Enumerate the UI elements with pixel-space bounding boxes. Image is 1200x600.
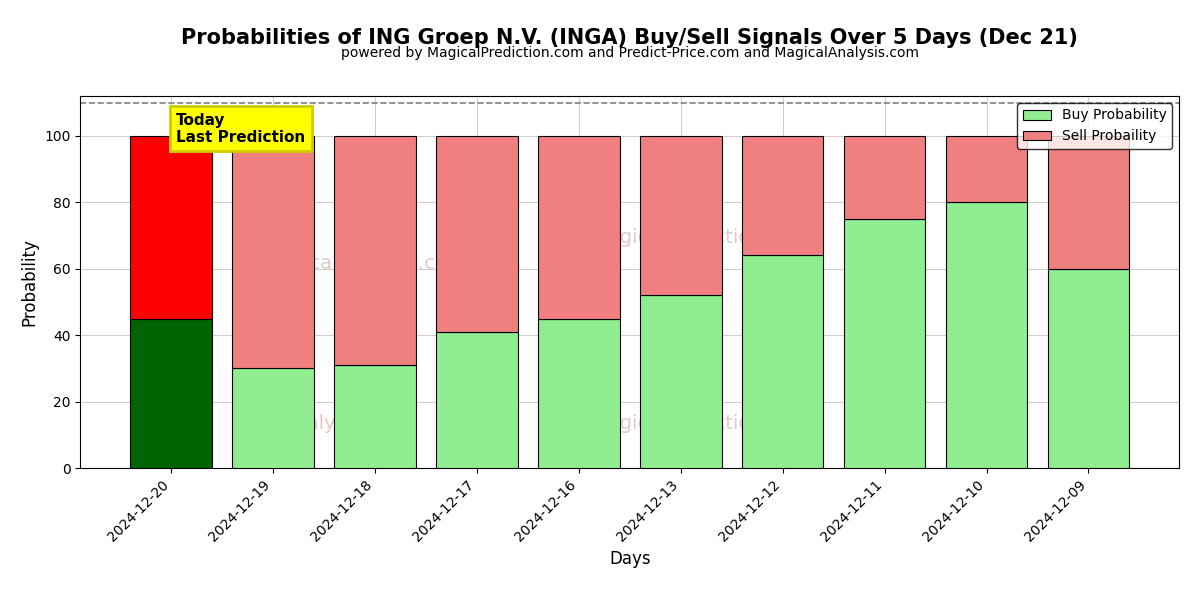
Bar: [1048, 136, 1129, 269]
Bar: [844, 219, 925, 468]
Bar: [946, 202, 1027, 468]
Bar: [640, 136, 721, 295]
Bar: [233, 368, 314, 468]
Text: MagicalAnalysis.co: MagicalAnalysis.co: [263, 254, 448, 273]
Text: calAnalysis.co: calAnalysis.co: [253, 414, 391, 433]
Text: Probabilities of ING Groep N.V. (INGA) Buy/Sell Signals Over 5 Days (Dec 21): Probabilities of ING Groep N.V. (INGA) B…: [181, 28, 1079, 47]
Y-axis label: Probability: Probability: [20, 238, 38, 326]
Text: n   MagicalPrediction.com: n MagicalPrediction.com: [559, 414, 810, 433]
Bar: [742, 136, 823, 256]
Bar: [131, 319, 212, 468]
Legend: Buy Probability, Sell Probaility: Buy Probability, Sell Probaility: [1018, 103, 1172, 149]
Bar: [946, 136, 1027, 202]
Title: powered by MagicalPrediction.com and Predict-Price.com and MagicalAnalysis.com: powered by MagicalPrediction.com and Pre…: [341, 46, 919, 60]
Text: n   MagicalPrediction.com: n MagicalPrediction.com: [559, 228, 810, 247]
X-axis label: Days: Days: [610, 550, 650, 568]
Bar: [335, 365, 415, 468]
Text: Today
Last Prediction: Today Last Prediction: [176, 113, 306, 145]
Bar: [538, 319, 619, 468]
Bar: [1048, 269, 1129, 468]
Bar: [436, 332, 517, 468]
Bar: [436, 136, 517, 332]
Bar: [538, 136, 619, 319]
Bar: [233, 136, 314, 368]
Bar: [742, 256, 823, 468]
Bar: [131, 136, 212, 319]
Bar: [640, 295, 721, 468]
Bar: [844, 136, 925, 219]
Bar: [335, 136, 415, 365]
